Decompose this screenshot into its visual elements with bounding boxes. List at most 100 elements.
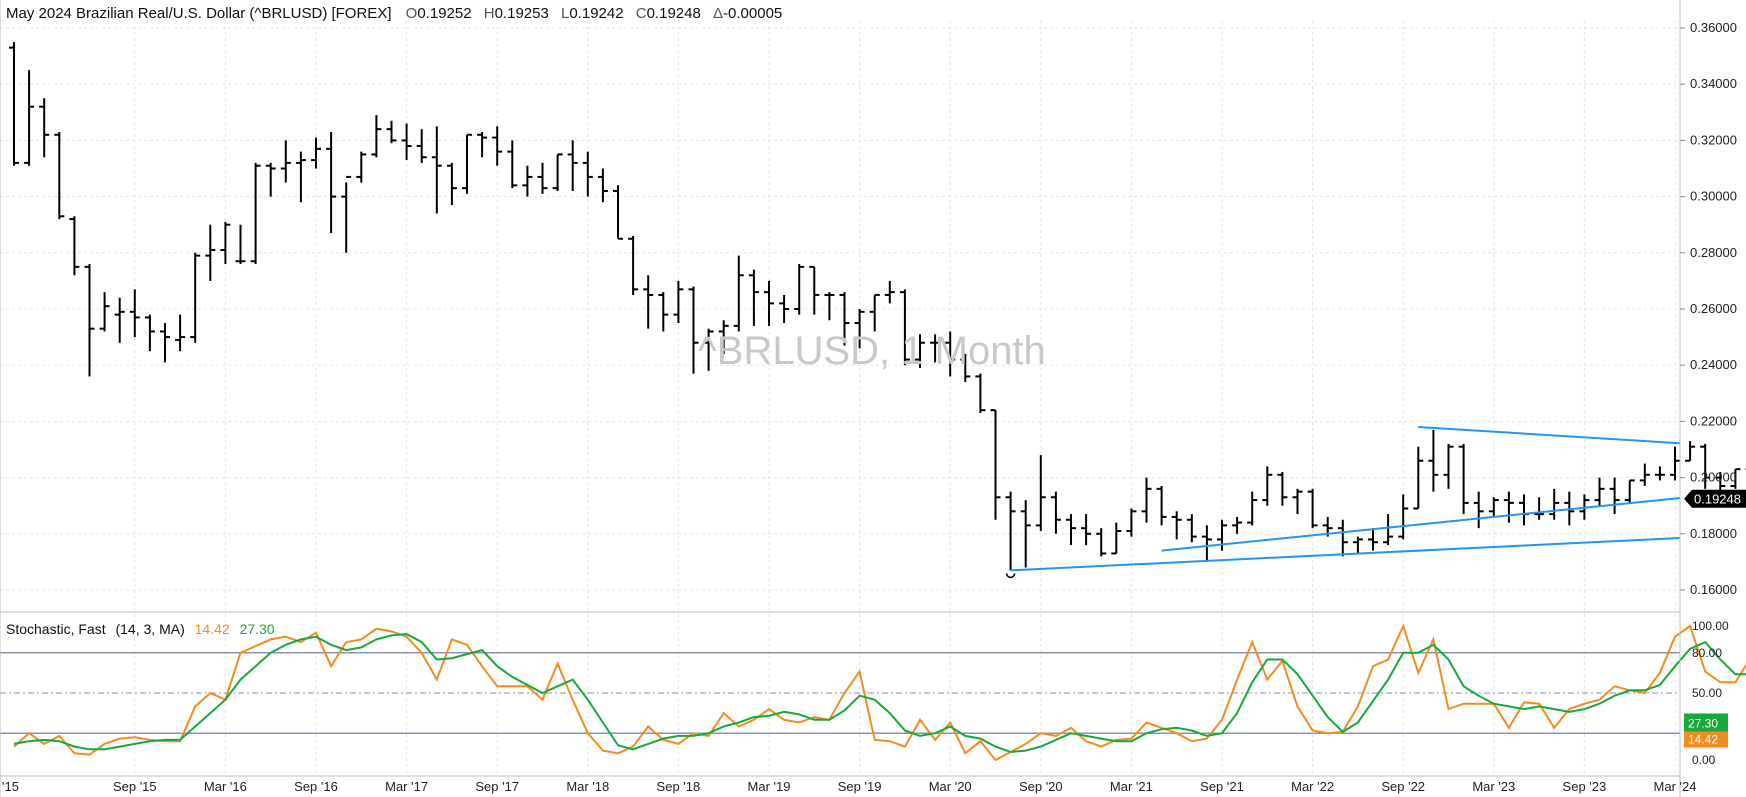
- ohlc-change-value: -0.00005: [723, 5, 782, 22]
- time-tick-label: Mar '21: [1110, 779, 1153, 794]
- ohlc-bar: [1066, 514, 1076, 546]
- ohlc-bar: [99, 292, 110, 332]
- time-tick-label: Sep '16: [294, 779, 338, 794]
- price-tick-label: 0.28000: [1690, 245, 1737, 260]
- ohlc-bar: [190, 252, 201, 343]
- ohlc-bar: [613, 185, 623, 240]
- last-price-tag-box: [1684, 489, 1746, 508]
- ohlc-bar: [431, 126, 442, 214]
- ohlc-bar: [1005, 491, 1016, 571]
- ohlc-bar: [1488, 497, 1499, 517]
- ohlc-bar: [1700, 443, 1711, 489]
- ohlc-bar: [175, 314, 186, 352]
- stochastic-params: (14, 3, MA): [115, 621, 184, 637]
- price-tick-label: 0.30000: [1690, 189, 1737, 204]
- ohlc-bar: [567, 140, 578, 191]
- chart-title: May 2024 Brazilian Real/U.S. Dollar (^BR…: [6, 5, 392, 22]
- ohlc-bar: [1352, 536, 1363, 554]
- ohlc-close-label: C: [636, 5, 647, 22]
- ohlc-bar: [160, 323, 170, 363]
- ohlc-open-value: 0.19252: [417, 5, 471, 22]
- ohlc-close-value: 0.19248: [647, 5, 701, 22]
- ohlc-bar: [552, 153, 563, 191]
- ohlc-bar: [1534, 497, 1545, 520]
- time-tick-label: Sep '15: [113, 779, 157, 794]
- ohlc-bar: [1050, 491, 1061, 534]
- ohlc-bar: [960, 353, 971, 383]
- ohlc-bar: [1609, 477, 1620, 515]
- time-tick-label: Mar '16: [204, 779, 247, 794]
- ohlc-bar: [1262, 466, 1273, 506]
- time-tick-label: Sep '20: [1019, 779, 1063, 794]
- price-tick-label: 0.18000: [1690, 526, 1737, 541]
- ohlc-bar: [1654, 466, 1665, 481]
- price-tick-label: 0.24000: [1690, 357, 1737, 372]
- ohlc-bar: [1292, 488, 1303, 515]
- ohlc-bar: [990, 409, 1001, 520]
- ohlc-bar: [265, 162, 276, 197]
- ohlc-bar: [311, 137, 321, 169]
- ohlc-bar: [854, 309, 865, 349]
- stochastic-d-line: [13, 632, 1746, 754]
- stochastic-d-value: 27.30: [240, 621, 275, 637]
- price-tick-label: 0.16000: [1690, 582, 1737, 597]
- ohlc-bar: [718, 320, 729, 354]
- price-tick-label: 0.34000: [1690, 76, 1737, 91]
- ohlc-bar: [1111, 522, 1122, 555]
- ohlc-bar: [537, 162, 548, 194]
- ohlc-bar: [1458, 443, 1469, 515]
- ohlc-bar: [1096, 528, 1107, 557]
- trendline: [1010, 537, 1681, 572]
- ohlc-bar: [733, 255, 744, 332]
- ohlc-bar: [1232, 516, 1243, 534]
- ohlc-bar: [522, 165, 533, 197]
- stochastic-k-value: 14.42: [195, 621, 230, 637]
- ohlc-bar: [703, 328, 714, 371]
- stoch-tick-label: 80.00: [1692, 646, 1722, 660]
- ohlc-bar: [446, 162, 457, 206]
- time-tick-label: Mar '22: [1291, 779, 1334, 794]
- time-tick-label: Mar '20: [929, 779, 972, 794]
- time-tick-label: Mar '19: [748, 779, 791, 794]
- last-price-tag-label: 0.19248: [1694, 492, 1741, 507]
- ohlc-bar: [250, 162, 261, 265]
- time-tick-label: Mar '17: [385, 779, 428, 794]
- stochastic-d-tag-box: [1684, 713, 1728, 732]
- ohlc-bar: [643, 275, 654, 329]
- ohlc-bar: [24, 70, 35, 166]
- price-tick-label: 0.20000: [1690, 470, 1737, 485]
- ohlc-bar: [386, 120, 397, 144]
- ohlc-bar: [628, 235, 639, 295]
- time-tick-label: Sep '23: [1563, 779, 1607, 794]
- ohlc-bar: [915, 334, 925, 369]
- swing-low-marker: [1005, 573, 1016, 579]
- ohlc-bar: [673, 280, 684, 324]
- ohlc-bar: [1277, 471, 1288, 506]
- ohlc-bar: [597, 168, 608, 203]
- ohlc-bar: [1035, 455, 1046, 531]
- ohlc-bar: [1413, 446, 1424, 510]
- stochastic-legend: Stochastic, Fast (14, 3, MA) 14.42 27.30: [6, 621, 275, 637]
- stochastic-panel[interactable]: [0, 623, 1746, 762]
- time-tick-label: Mar '18: [566, 779, 609, 794]
- ohlc-bar: [54, 131, 65, 220]
- price-panel[interactable]: [9, 42, 1746, 579]
- ohlc-bar: [507, 140, 518, 189]
- ohlc-bar: [295, 151, 306, 203]
- ohlc-low-value: 0.19242: [569, 5, 623, 22]
- stochastic-k-tag-label: 14.42: [1688, 733, 1718, 747]
- ohlc-bar: [69, 216, 80, 276]
- ohlc-bar: [280, 140, 291, 183]
- stochastic-k-tag-box: [1684, 729, 1728, 748]
- ohlc-bar: [1337, 519, 1348, 557]
- ohlc-bar: [205, 224, 216, 281]
- ohlc-bar: [9, 42, 19, 166]
- ohlc-bar: [1503, 491, 1514, 523]
- ohlc-bar: [582, 151, 593, 197]
- ohlc-bar: [688, 286, 699, 374]
- ohlc-bar: [809, 265, 820, 315]
- stoch-tick-label: 0.00: [1692, 753, 1716, 767]
- ohlc-bar: [1186, 514, 1197, 543]
